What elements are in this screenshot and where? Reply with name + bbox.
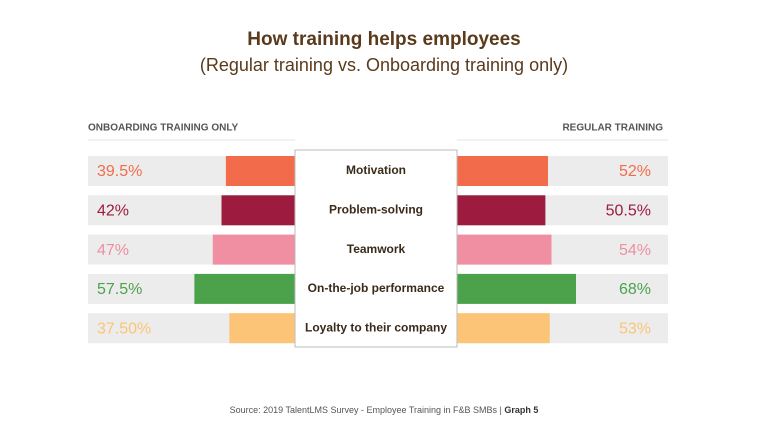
right-bar (457, 195, 546, 226)
left-bar (225, 156, 295, 186)
right-value-label: 53% (619, 320, 651, 337)
left-bar (212, 234, 295, 265)
left-value-label: 37.50% (97, 320, 151, 337)
left-value-label: 57.5% (97, 281, 142, 298)
source: Source: 2019 TalentLMS Survey - Employee… (230, 405, 502, 415)
category-label: Motivation (346, 163, 406, 177)
chart-subtitle: (Regular training vs. Onboarding trainin… (200, 55, 568, 75)
category-label: Problem-solving (329, 202, 423, 216)
right-bar (457, 156, 548, 186)
left-value-label: 39.5% (97, 163, 142, 180)
category-box (294, 149, 458, 348)
left-bar (221, 195, 295, 226)
right-value-label: 54% (619, 242, 651, 259)
chart-title: How training helps employees (247, 29, 520, 50)
left-value-label: 42% (97, 203, 129, 220)
category-label: Teamwork (347, 242, 406, 256)
right-value-label: 52% (619, 163, 651, 180)
footer: Source: 2019 TalentLMS Survey - Employee… (230, 405, 539, 415)
rows: 39.5% 52% 42% 50.5% 47% 54% 57.5% 68% 37.50% 53% (88, 156, 668, 344)
right-header: REGULAR TRAINING (562, 123, 663, 134)
right-bar (457, 273, 576, 304)
right-bar (457, 234, 552, 265)
category-label: Loyalty to their company (305, 320, 447, 334)
graph-label: Graph 5 (504, 405, 538, 415)
left-bar (229, 313, 295, 344)
right-bar (457, 313, 550, 344)
left-value-label: 47% (97, 242, 129, 259)
category-labels: Motivation Problem-solving Teamwork On-the-… (305, 163, 447, 334)
category-label: On-the-job performance (308, 281, 445, 295)
left-header: ONBOARDING TRAINING ONLY (88, 123, 239, 134)
right-value-label: 68% (619, 281, 651, 298)
right-value-label: 50.5% (606, 203, 651, 220)
left-bar (194, 273, 295, 304)
